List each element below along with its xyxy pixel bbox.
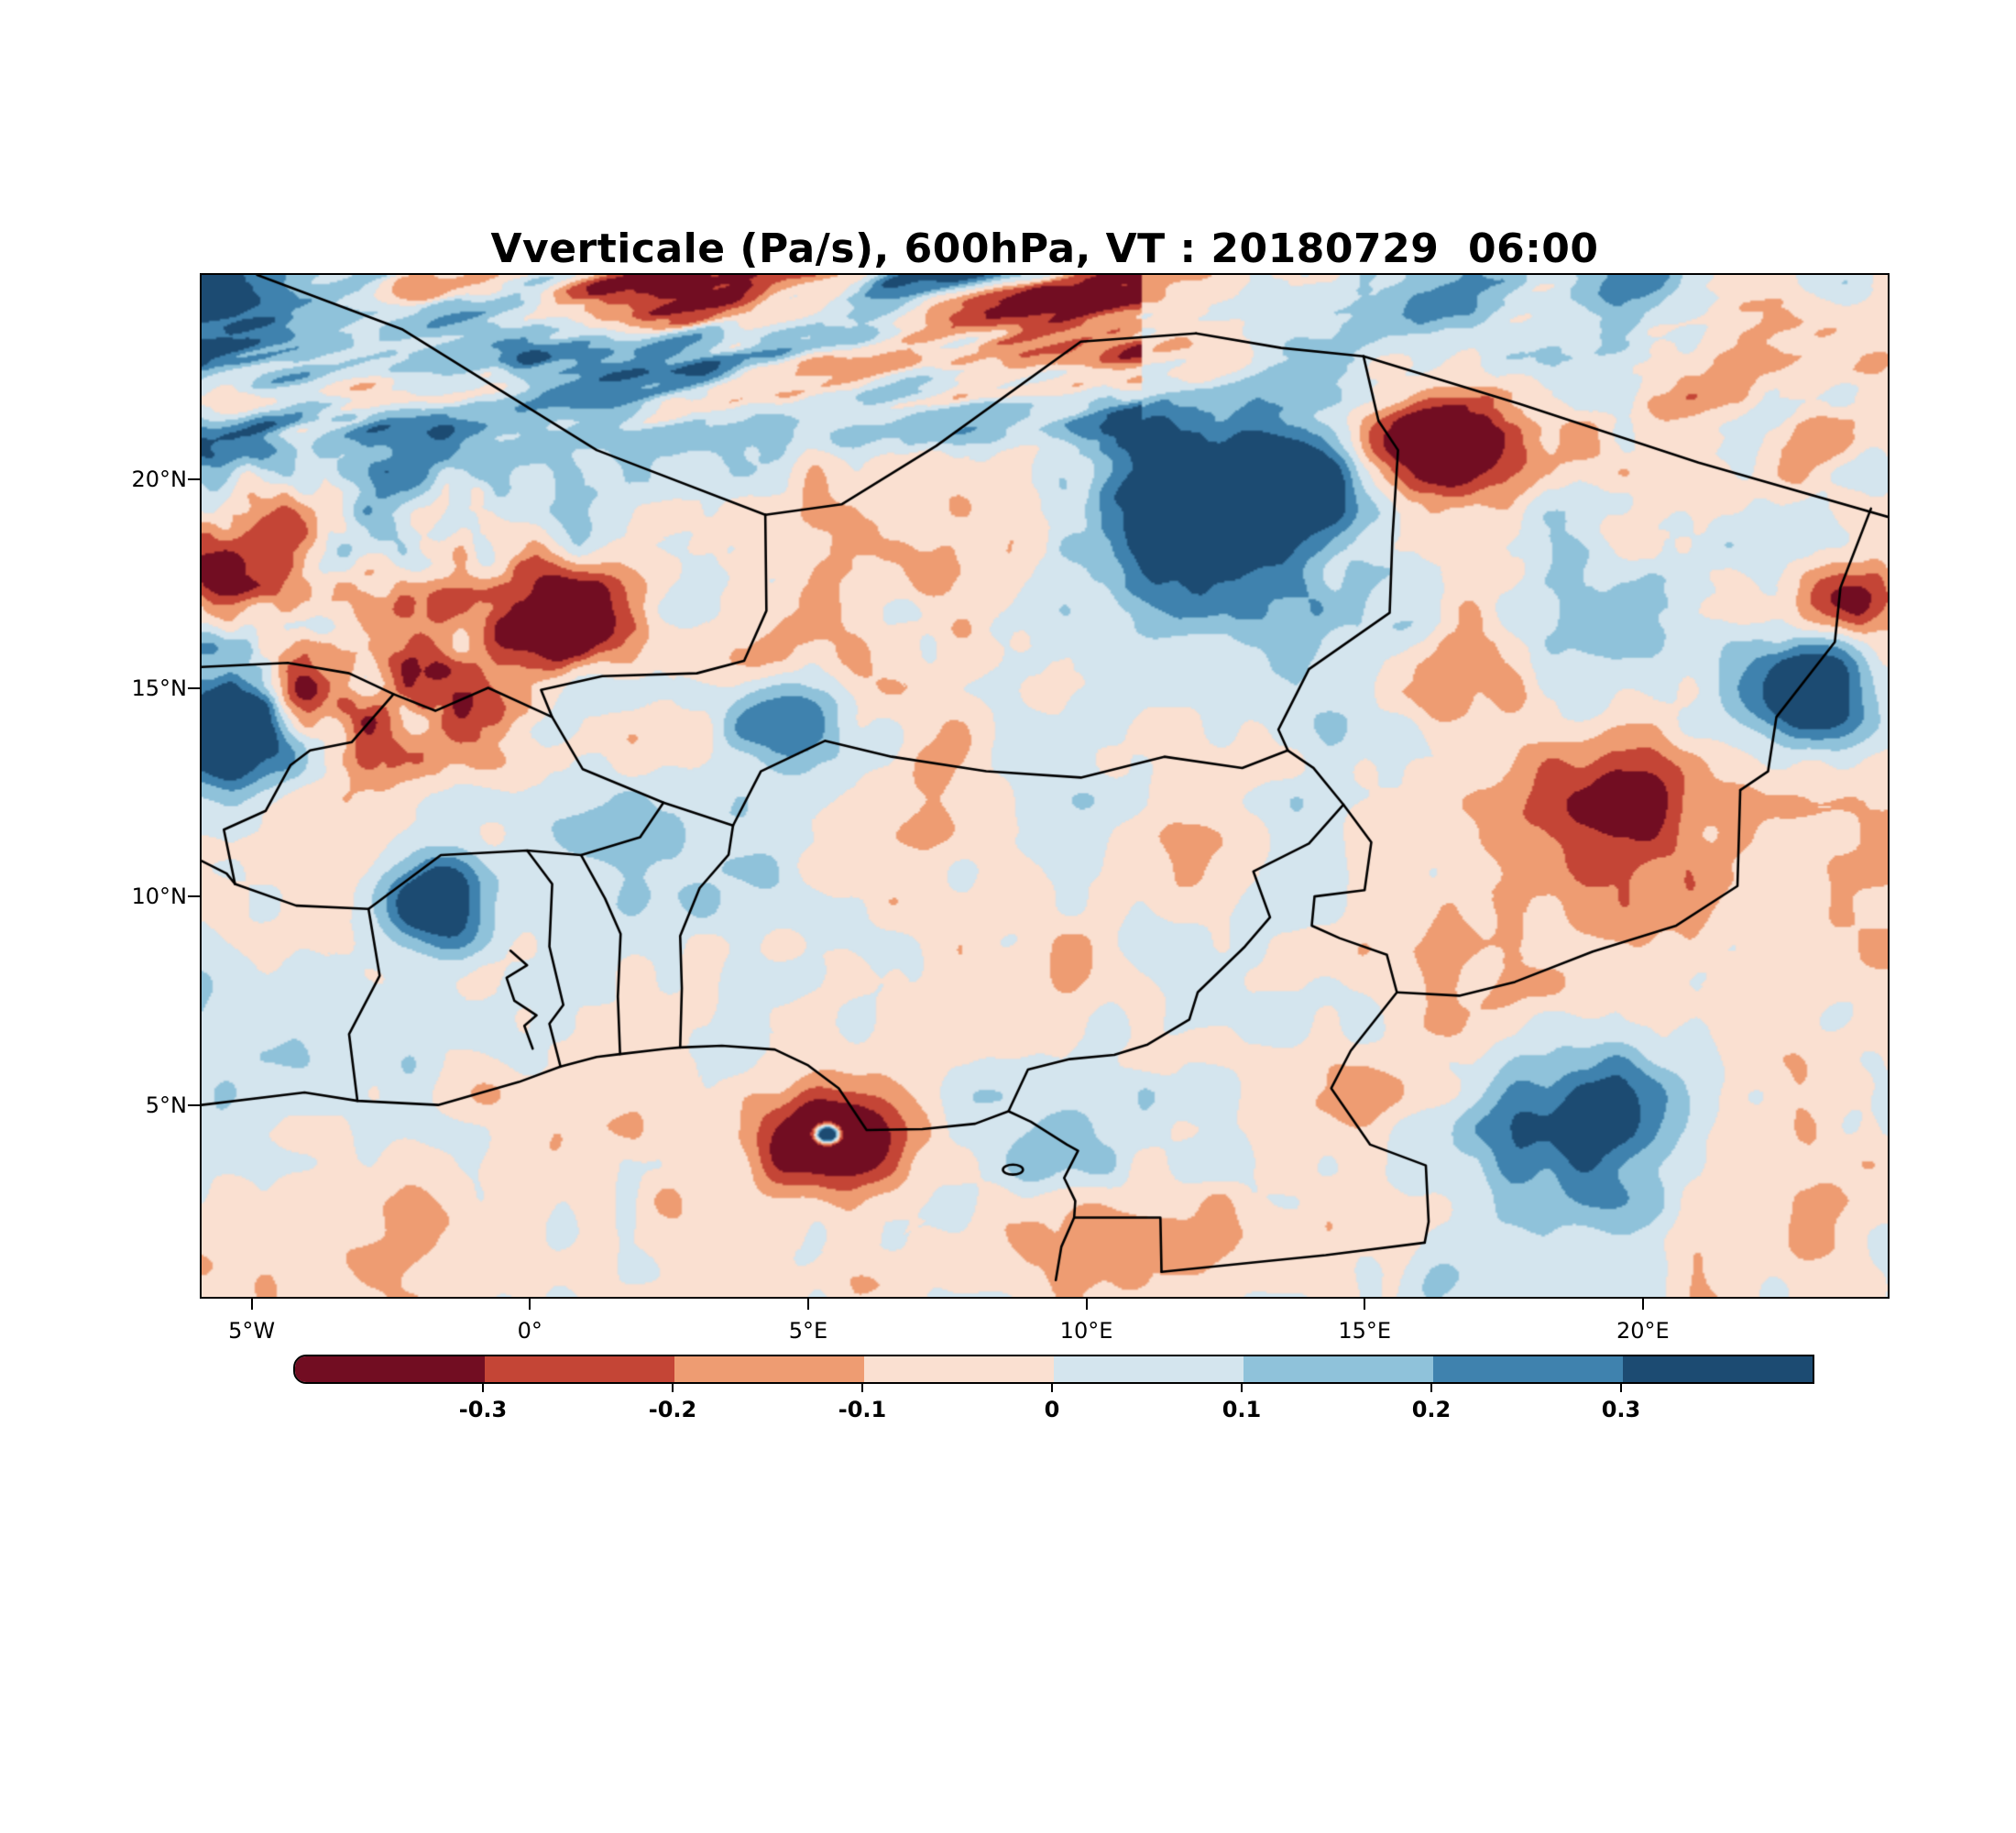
lat-tick-label: 5°N [145, 1092, 187, 1118]
colorbar-tick-label: -0.3 [458, 1397, 508, 1422]
lon-tick-mark [1364, 1299, 1366, 1310]
lon-tick-label: 0° [517, 1318, 542, 1344]
colorbar-tick-mark [861, 1384, 863, 1392]
colorbar [293, 1355, 1814, 1384]
lat-tick-label: 20°N [131, 466, 188, 492]
colorbar-segment [1433, 1356, 1623, 1382]
colorbar-tick-mark [1051, 1384, 1053, 1392]
lon-tick-label: 15°E [1338, 1318, 1392, 1344]
colorbar-segment [1244, 1356, 1433, 1382]
lat-tick-mark [188, 478, 200, 480]
colorbar-tick-label: 0.2 [1411, 1397, 1452, 1422]
lat-tick-mark [188, 1103, 200, 1106]
colorbar-segment [864, 1356, 1054, 1382]
map-canvas [202, 275, 1888, 1297]
lon-tick-mark [1641, 1299, 1644, 1310]
lon-tick-mark [1085, 1299, 1088, 1310]
colorbar-tick-mark [1620, 1384, 1622, 1392]
colorbar-tick-label: 0.3 [1601, 1397, 1641, 1422]
colorbar-tick-mark [1430, 1384, 1432, 1392]
colorbar-segment [295, 1356, 485, 1382]
colorbar-tick-mark [1241, 1384, 1243, 1392]
lat-tick-mark [188, 686, 200, 689]
colorbar-tick-label: 0.1 [1222, 1397, 1262, 1422]
lon-tick-mark [529, 1299, 531, 1310]
lon-tick-label: 20°E [1616, 1318, 1670, 1344]
colorbar-segment [485, 1356, 674, 1382]
lat-tick-label: 15°N [131, 675, 188, 701]
colorbar-tick-label: -0.2 [648, 1397, 697, 1422]
lon-tick-mark [250, 1299, 253, 1310]
lon-tick-mark [806, 1299, 809, 1310]
colorbar-segment [1623, 1356, 1813, 1382]
colorbar-tick-label: -0.1 [838, 1397, 887, 1422]
colorbar-tick-mark [482, 1384, 484, 1392]
colorbar-tick-mark [672, 1384, 674, 1392]
colorbar-tick-label: 0 [1044, 1397, 1060, 1422]
chart-title: Vverticale (Pa/s), 600hPa, VT : 20180729… [490, 225, 1599, 272]
lon-tick-label: 10°E [1059, 1318, 1113, 1344]
lat-tick-label: 10°N [131, 884, 188, 910]
lon-tick-label: 5°W [228, 1318, 276, 1344]
lon-tick-label: 5°E [788, 1318, 828, 1344]
lat-tick-mark [188, 895, 200, 898]
colorbar-segment [674, 1356, 864, 1382]
colorbar-segment [1054, 1356, 1244, 1382]
plot-frame [200, 273, 1890, 1299]
